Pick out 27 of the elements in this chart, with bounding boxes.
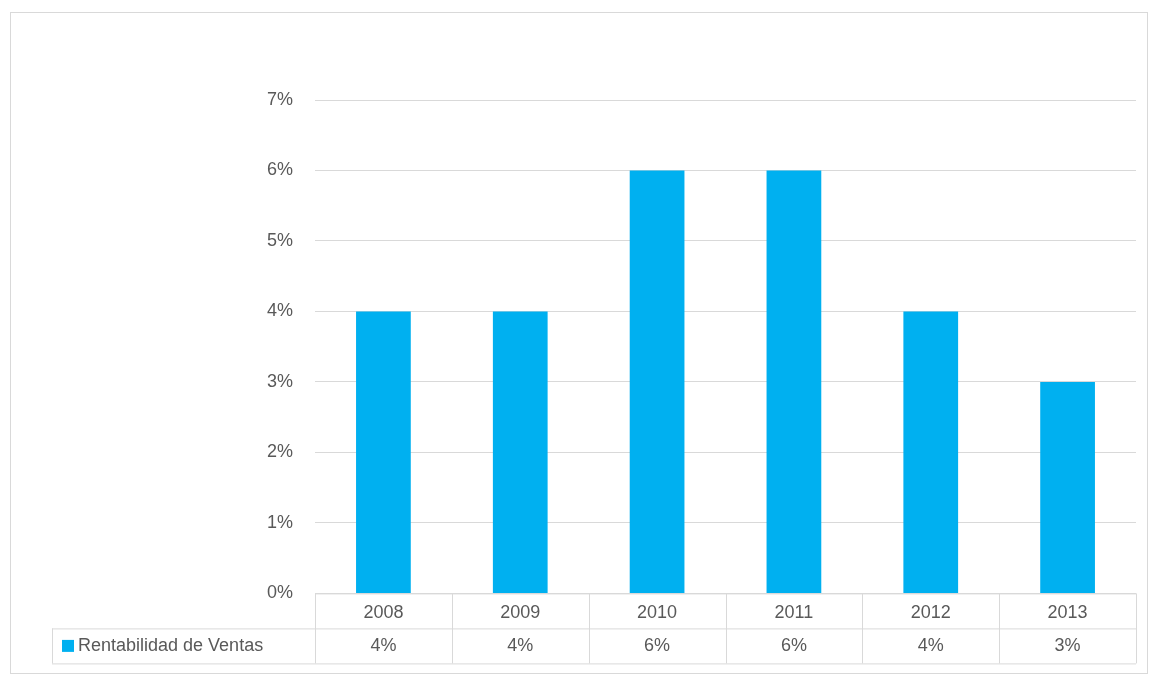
- x-tick-label: 2013: [1047, 602, 1088, 623]
- x-tick-label: 2012: [910, 602, 951, 623]
- text: 3%: [1054, 634, 1081, 655]
- text: 6%: [644, 634, 671, 655]
- text: 4%: [917, 634, 944, 655]
- x-tick-label: 2009: [500, 602, 541, 623]
- bar: [356, 311, 411, 593]
- y-tick-label: 6%: [266, 159, 293, 180]
- x-tick-label: 2008: [363, 602, 404, 623]
- y-tick-label: 1%: [266, 511, 293, 532]
- text: 4%: [507, 634, 534, 655]
- y-tick-label: 3%: [266, 370, 293, 391]
- bar: [492, 311, 548, 593]
- y-tick-label: 0%: [266, 582, 293, 603]
- y-tick-label: 5%: [266, 229, 293, 250]
- bar: [629, 170, 685, 593]
- x-tick-label: 2010: [637, 602, 678, 623]
- y-tick-label: 2%: [266, 441, 293, 462]
- bar: [766, 170, 822, 593]
- legend-label: Rentabilidad de Ventas: [78, 634, 264, 655]
- y-tick-label: 7%: [266, 88, 293, 109]
- text: 6%: [780, 634, 807, 655]
- bar: [903, 311, 959, 593]
- x-tick-label: 2011: [774, 602, 814, 623]
- y-tick-label: 4%: [266, 300, 293, 321]
- text: 4%: [370, 634, 397, 655]
- bar: [1040, 381, 1095, 593]
